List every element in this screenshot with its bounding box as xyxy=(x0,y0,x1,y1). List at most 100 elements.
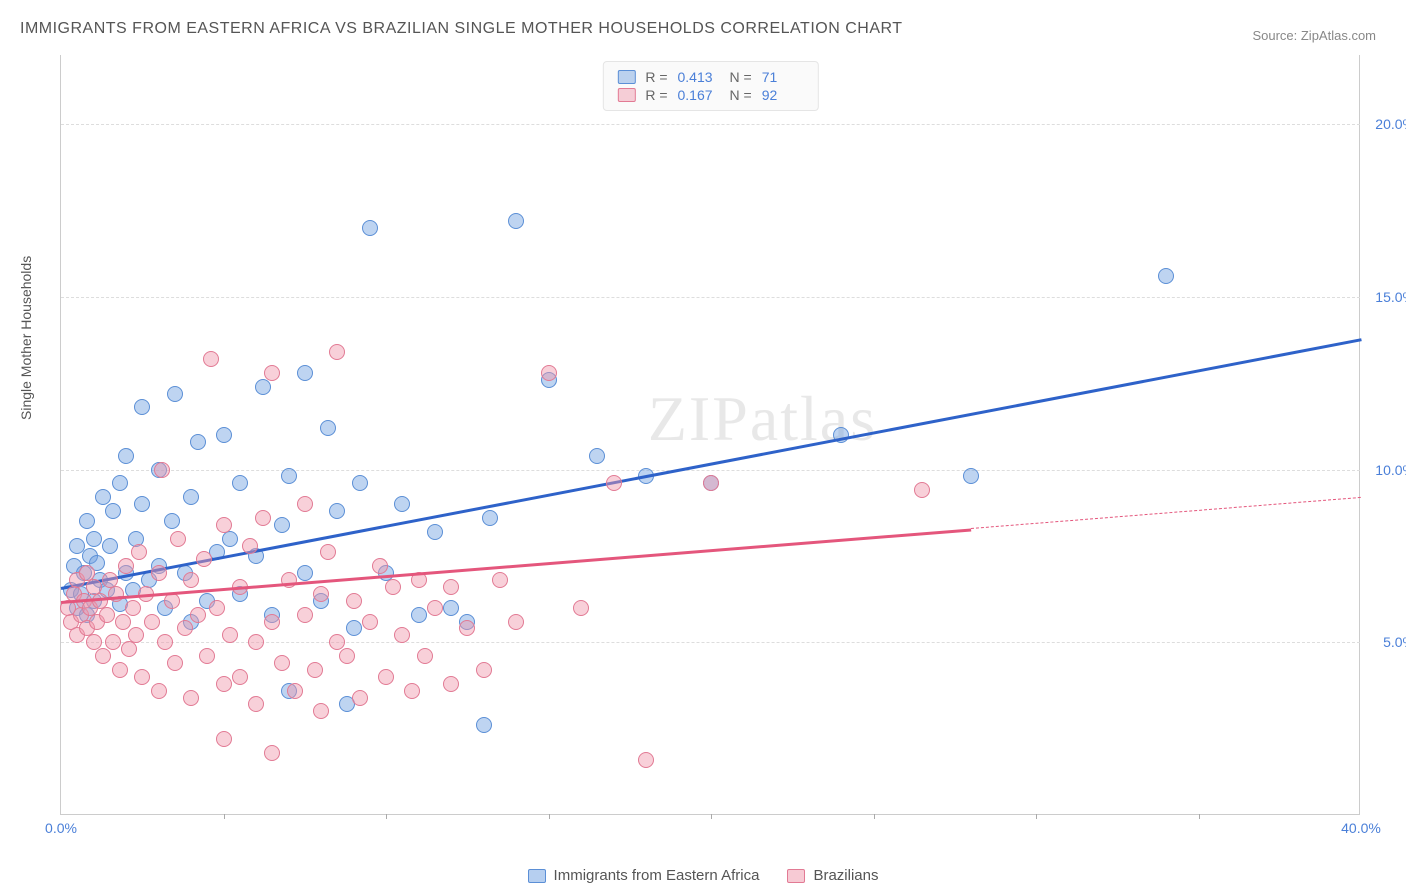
data-point xyxy=(313,586,329,602)
data-point xyxy=(459,620,475,636)
trend-line-dashed xyxy=(971,497,1361,529)
data-point xyxy=(482,510,498,526)
data-point xyxy=(352,690,368,706)
data-point xyxy=(329,503,345,519)
legend-row-series-2: R = 0.167 N = 92 xyxy=(617,86,803,104)
gridline xyxy=(61,124,1360,125)
data-point xyxy=(79,513,95,529)
bottom-legend: Immigrants from Eastern Africa Brazilian… xyxy=(0,867,1406,884)
data-point xyxy=(362,614,378,630)
legend-r-label: R = xyxy=(645,69,667,85)
data-point xyxy=(313,703,329,719)
data-point xyxy=(427,600,443,616)
data-point xyxy=(95,648,111,664)
x-tick-mark xyxy=(1036,814,1037,819)
data-point xyxy=(372,558,388,574)
data-point xyxy=(264,745,280,761)
legend-n-value-2: 92 xyxy=(762,87,804,103)
data-point xyxy=(443,676,459,692)
data-point xyxy=(222,627,238,643)
data-point xyxy=(297,565,313,581)
x-tick-label: 40.0% xyxy=(1341,820,1381,836)
data-point xyxy=(443,579,459,595)
data-point xyxy=(157,634,173,650)
data-point xyxy=(115,614,131,630)
legend-n-label: N = xyxy=(730,69,752,85)
legend-swatch-1 xyxy=(617,70,635,84)
data-point xyxy=(320,420,336,436)
data-point xyxy=(963,468,979,484)
x-tick-mark xyxy=(224,814,225,819)
source-attribution: Source: ZipAtlas.com xyxy=(1252,28,1376,43)
data-point xyxy=(274,517,290,533)
bottom-legend-label-2: Brazilians xyxy=(813,867,878,884)
chart-title: IMMIGRANTS FROM EASTERN AFRICA VS BRAZIL… xyxy=(20,20,903,38)
legend-n-value-1: 71 xyxy=(762,69,804,85)
data-point xyxy=(209,600,225,616)
data-point xyxy=(541,365,557,381)
data-point xyxy=(703,475,719,491)
data-point xyxy=(508,213,524,229)
data-point xyxy=(131,544,147,560)
data-point xyxy=(232,475,248,491)
data-point xyxy=(151,683,167,699)
legend-n-label: N = xyxy=(730,87,752,103)
data-point xyxy=(154,462,170,478)
data-point xyxy=(232,669,248,685)
bottom-legend-swatch-1 xyxy=(528,869,546,883)
data-point xyxy=(222,531,238,547)
data-point xyxy=(589,448,605,464)
data-point xyxy=(164,593,180,609)
data-point xyxy=(105,634,121,650)
data-point xyxy=(164,513,180,529)
data-point xyxy=(118,558,134,574)
data-point xyxy=(216,517,232,533)
data-point xyxy=(573,600,589,616)
plot-region: ZIPatlas R = 0.413 N = 71 R = 0.167 N = … xyxy=(60,55,1360,815)
data-point xyxy=(264,614,280,630)
watermark: ZIPatlas xyxy=(648,382,877,456)
data-point xyxy=(121,641,137,657)
data-point xyxy=(281,468,297,484)
data-point xyxy=(1158,268,1174,284)
data-point xyxy=(134,669,150,685)
data-point xyxy=(297,365,313,381)
data-point xyxy=(167,386,183,402)
x-tick-mark xyxy=(711,814,712,819)
data-point xyxy=(346,593,362,609)
data-point xyxy=(248,634,264,650)
right-border xyxy=(1359,55,1360,814)
data-point xyxy=(329,344,345,360)
data-point xyxy=(394,627,410,643)
data-point xyxy=(476,717,492,733)
data-point xyxy=(105,503,121,519)
data-point xyxy=(216,676,232,692)
data-point xyxy=(167,655,183,671)
data-point xyxy=(102,538,118,554)
data-point xyxy=(352,475,368,491)
data-point xyxy=(177,620,193,636)
data-point xyxy=(255,510,271,526)
data-point xyxy=(492,572,508,588)
x-tick-mark xyxy=(549,814,550,819)
data-point xyxy=(394,496,410,512)
data-point xyxy=(203,351,219,367)
data-point xyxy=(346,620,362,636)
y-axis-label: Single Mother Households xyxy=(18,256,34,420)
legend-swatch-2 xyxy=(617,88,635,102)
data-point xyxy=(183,690,199,706)
bottom-legend-item-2: Brazilians xyxy=(787,867,878,884)
data-point xyxy=(255,379,271,395)
data-point xyxy=(248,696,264,712)
data-point xyxy=(196,551,212,567)
data-point xyxy=(86,531,102,547)
data-point xyxy=(134,496,150,512)
y-tick-label: 20.0% xyxy=(1375,116,1406,132)
data-point xyxy=(417,648,433,664)
legend-r-value-1: 0.413 xyxy=(678,69,720,85)
data-point xyxy=(606,475,622,491)
data-point xyxy=(134,399,150,415)
y-tick-label: 10.0% xyxy=(1375,462,1406,478)
x-tick-mark xyxy=(386,814,387,819)
legend-r-label: R = xyxy=(645,87,667,103)
